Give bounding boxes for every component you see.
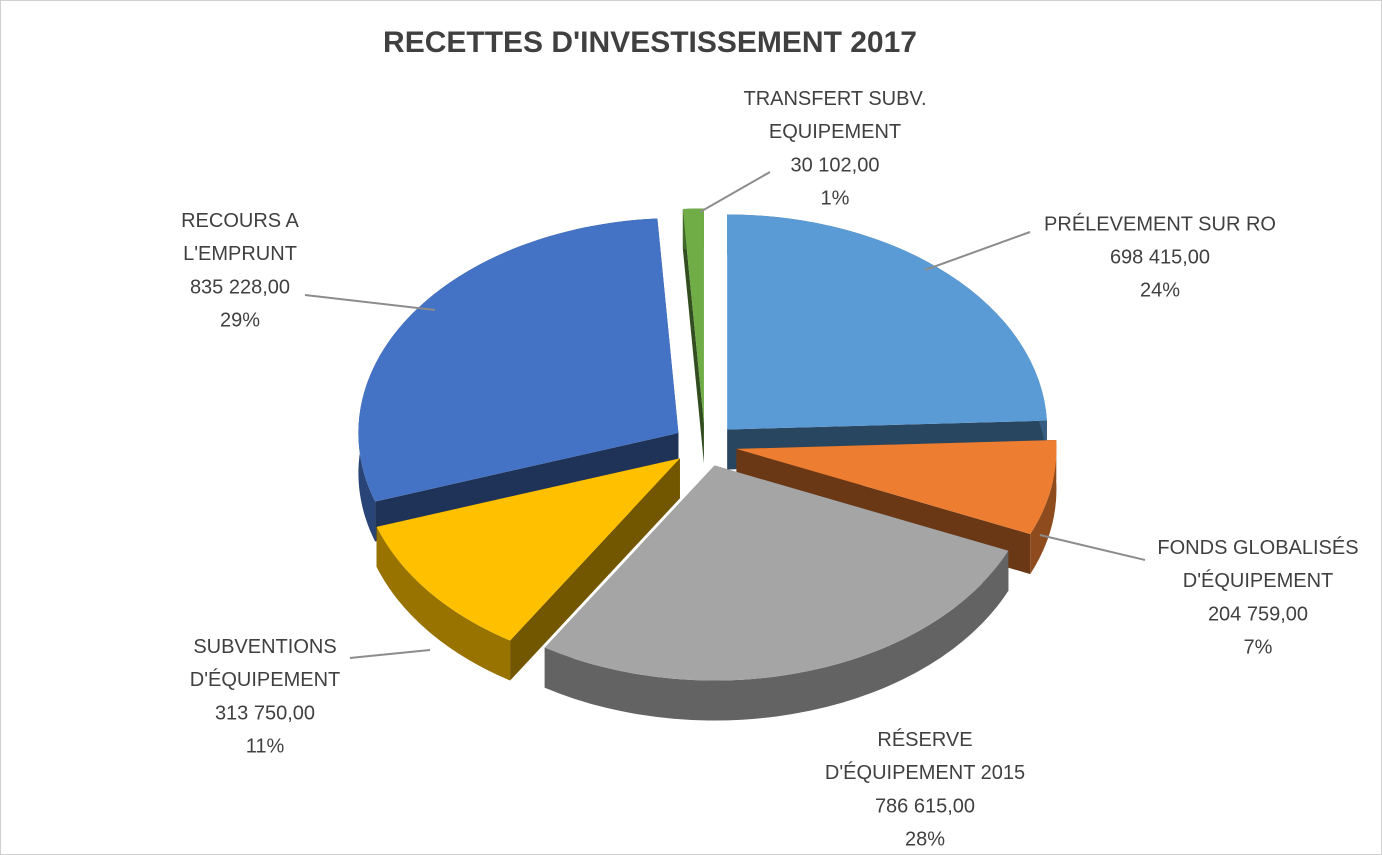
percent-label: 1% (821, 187, 850, 209)
value-label: 30 102,00 (791, 154, 880, 176)
leader-line (924, 231, 1031, 271)
percent-label: 29% (220, 309, 260, 331)
percent-label: 11% (246, 735, 285, 757)
slice-top (736, 440, 1057, 535)
leader-line (304, 294, 436, 311)
slice-wall (1030, 440, 1057, 575)
leader-line (349, 649, 431, 659)
percent-label: 24% (1140, 279, 1180, 301)
percent-label: 7% (1244, 636, 1273, 658)
leader-line (699, 171, 771, 213)
value-label: 786 615,00 (875, 795, 975, 817)
pie-slice (544, 465, 1009, 721)
slice-wall (544, 550, 1009, 721)
slice-label: RÉSERVE D'ÉQUIPEMENT 2015 (825, 728, 1025, 784)
leader-line (1039, 534, 1146, 561)
slice-top (727, 214, 1047, 430)
slice-label: TRANSFERT SUBV. EQUIPEMENT (743, 88, 926, 143)
pie-slice (682, 208, 704, 464)
pie-slice (736, 440, 1057, 575)
slice-top (358, 218, 679, 502)
value-label: 204 759,00 (1208, 603, 1308, 625)
slice-label: SUBVENTIONS D'ÉQUIPEMENT (190, 636, 341, 691)
chart-title: RECETTES D'INVESTISSEMENT 2017 (383, 26, 917, 59)
slice-top (376, 458, 680, 641)
slice-label: FONDS GLOBALISÉS D'ÉQUIPEMENT (1157, 536, 1358, 592)
slice-label: PRÉLEVEMENT SUR RO (1044, 212, 1276, 235)
slice-wall (376, 526, 511, 681)
slice-side (510, 458, 680, 681)
value-label: 313 750,00 (215, 702, 315, 724)
pie-slice (376, 458, 680, 681)
slice-side (682, 208, 704, 464)
percent-label: 28% (905, 828, 945, 850)
slice-top (544, 465, 1009, 681)
slice-label: RECOURS A L'EMPRUNT (181, 210, 299, 265)
value-label: 835 228,00 (190, 276, 290, 298)
slice-top (682, 208, 704, 424)
value-label: 698 415,00 (1110, 246, 1210, 268)
